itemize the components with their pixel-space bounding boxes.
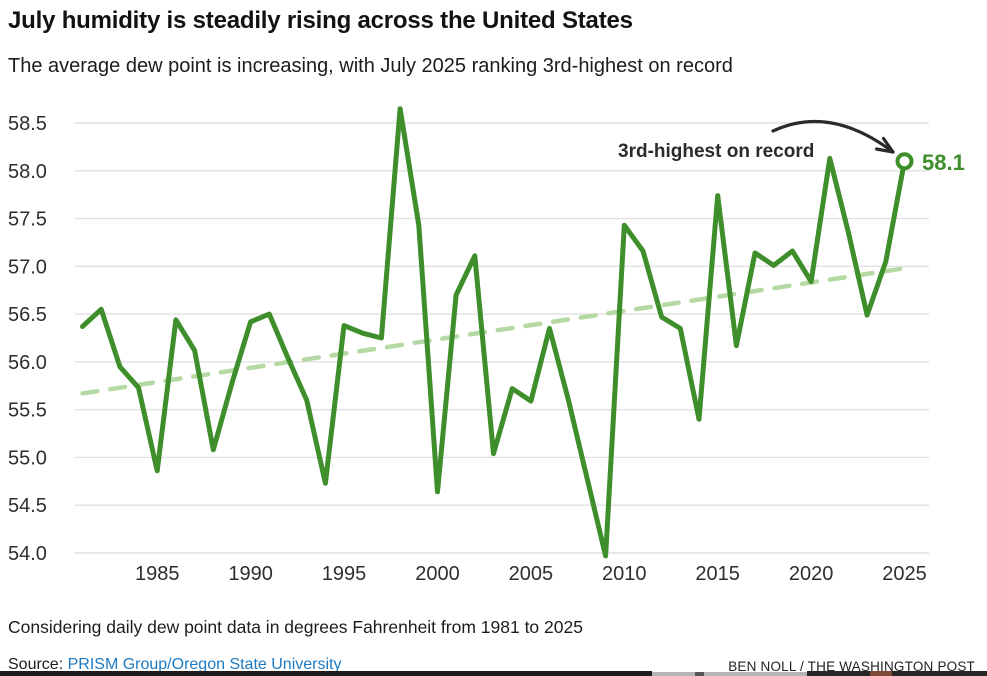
- cutoff-image-fragment: [870, 671, 892, 676]
- cutoff-fragment-mid: [652, 672, 807, 676]
- x-tick-label: 2020: [789, 563, 834, 585]
- source-line: Source: PRISM Group/Oregon State Univers…: [8, 656, 341, 674]
- y-tick-label: 57.0: [8, 256, 47, 278]
- y-tick-label: 54.5: [8, 495, 47, 517]
- x-tick-label: 2000: [415, 563, 460, 585]
- page-subtitle: The average dew point is increasing, wit…: [8, 55, 733, 77]
- y-tick-label: 58.5: [8, 113, 47, 135]
- trend-line: [80, 265, 907, 396]
- cutoff-bar-left: [0, 671, 652, 676]
- annotation-arrow: [771, 119, 895, 154]
- end-point-marker: [895, 152, 914, 171]
- x-tick-label: 1985: [135, 563, 180, 585]
- y-tick-label: 55.0: [8, 447, 47, 469]
- x-tick-label: 2025: [882, 563, 927, 585]
- x-tick-label: 2015: [695, 563, 740, 585]
- point-value-label: 58.1: [922, 150, 965, 175]
- cutoff-bar-right: [807, 671, 987, 676]
- y-tick-label: 57.5: [8, 209, 47, 231]
- y-tick-label: 55.5: [8, 400, 47, 422]
- x-tick-label: 1990: [228, 563, 273, 585]
- y-tick-label: 56.5: [8, 304, 47, 326]
- page-title: July humidity is steadily rising across …: [8, 7, 633, 34]
- annotation-arrowhead: [874, 136, 895, 154]
- x-tick-label: 1995: [322, 563, 367, 585]
- annotation-label: 3rd-highest on record: [618, 141, 814, 162]
- y-tick-label: 58.0: [8, 161, 47, 183]
- data-line: [80, 106, 907, 559]
- methodology-note: Considering daily dew point data in degr…: [8, 617, 583, 637]
- y-tick-label: 54.0: [8, 543, 47, 565]
- cutoff-fragment-mark: [695, 672, 704, 676]
- x-tick-label: 2005: [509, 563, 554, 585]
- y-tick-label: 56.0: [8, 352, 47, 374]
- byline-credit: BEN NOLL / THE WASHINGTON POST: [728, 659, 975, 674]
- source-link[interactable]: PRISM Group/Oregon State University: [67, 656, 342, 673]
- source-label: Source:: [8, 656, 64, 673]
- x-tick-label: 2010: [602, 563, 647, 585]
